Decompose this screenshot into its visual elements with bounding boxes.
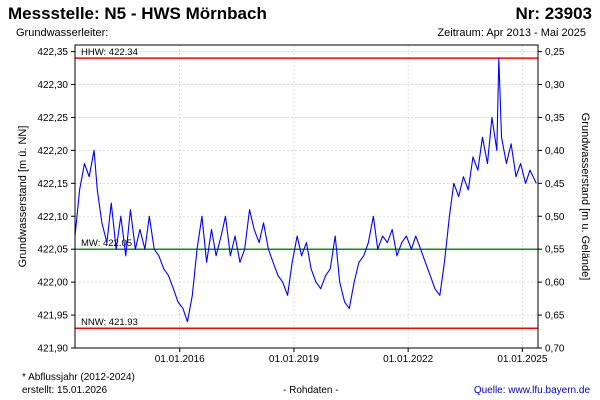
y-axis-left: 421,90 421,95 422,00 422,05 422,10 422,15 422,…: [37, 47, 75, 355]
source-link[interactable]: Quelle: www.lfu.bayern.de: [473, 385, 590, 396]
x-tick-label: 01.01.2016: [155, 354, 205, 365]
y-tick-label: 422,20: [37, 146, 68, 157]
grid-lines: [75, 45, 538, 349]
y2-tick-label: 0,65: [545, 311, 565, 322]
y-tick-label: 422,25: [37, 113, 68, 124]
y2-tick-label: 0,55: [545, 245, 565, 256]
y-axis-title: Grundwasserstand [m ü. NN]: [17, 126, 29, 268]
page-title: Messstelle: N5 - HWS Mörnbach: [8, 4, 267, 23]
x-tick-label: 01.01.2019: [269, 354, 319, 365]
y-tick-label: 422,00: [37, 278, 68, 289]
axis-titles: Grundwasserstand [m ü. NN] Grundwassersta…: [17, 113, 591, 281]
aquifer-label: Grundwasserleiter:: [16, 27, 109, 39]
y-tick-label: 422,35: [37, 47, 68, 58]
x-tick-label: 01.01.2022: [383, 354, 433, 365]
y-tick-label: 422,05: [37, 245, 68, 256]
y-axis-right: 0,25 0,30 0,35 0,40 0,45 0,50 0,55 0,60 0,65 0,70: [538, 47, 565, 355]
y2-tick-label: 0,60: [545, 278, 565, 289]
ref-label-hhw: HHW: 422.34: [81, 47, 138, 58]
plot-frame: [74, 44, 539, 349]
y-tick-label: 422,15: [37, 179, 68, 190]
y-tick-label: 422,30: [37, 80, 68, 91]
y2-tick-label: 0,30: [545, 80, 565, 91]
ref-label-mw: MW: 422.05: [81, 238, 132, 249]
ref-label-nnw: NNW: 421.93: [81, 317, 138, 328]
station-number: Nr: 23903: [515, 4, 592, 23]
y2-tick-label: 0,45: [545, 179, 565, 190]
created-date: erstellt: 15.01.2026: [22, 385, 108, 396]
y2-tick-label: 0,40: [545, 146, 565, 157]
y2-tick-label: 0,70: [545, 344, 565, 355]
y-tick-label: 421,95: [37, 311, 68, 322]
y-tick-label: 422,10: [37, 212, 68, 223]
y2-tick-label: 0,35: [545, 113, 565, 124]
reference-lines: HHW: 422.34 MW: 422.05 NNW: 421.93: [75, 47, 538, 329]
raw-data-note: - Rohdaten -: [283, 385, 339, 396]
x-axis: 01.01.2016 01.01.2019 01.01.2022 01.01.2025: [155, 348, 548, 365]
series-layer: [74, 57, 537, 323]
period-label: Zeitraum: Apr 2013 - Mai 2025: [437, 27, 586, 39]
y2-tick-label: 0,50: [545, 212, 565, 223]
y2-axis-title: Grundwasserstand [m u. Gelände]: [579, 113, 591, 281]
footnote: * Abflussjahr (2012-2024): [22, 372, 135, 383]
series-line-0: [74, 57, 537, 323]
y-tick-label: 421,90: [37, 344, 68, 355]
x-tick-label: 01.01.2025: [497, 354, 547, 365]
y2-tick-label: 0,25: [545, 47, 565, 58]
